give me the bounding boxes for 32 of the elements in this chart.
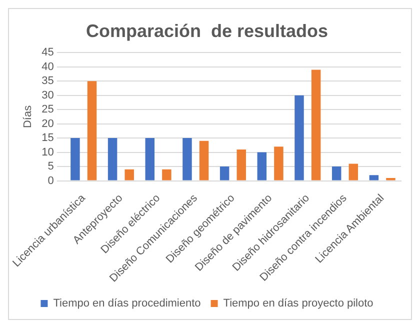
y-tick-label: 45: [42, 46, 54, 59]
bar: [162, 169, 172, 180]
chart-title: Comparación de resultados: [86, 20, 328, 41]
bar: [108, 138, 118, 180]
bar: [182, 138, 192, 180]
bar: [70, 138, 80, 180]
y-tick-label: 35: [42, 75, 54, 88]
y-tick-label: 5: [48, 160, 54, 173]
y-tick-label: 15: [42, 132, 54, 144]
y-tick-label: 40: [42, 60, 54, 73]
bar: [369, 175, 379, 180]
y-tick-label: 20: [42, 118, 54, 130]
bar: [199, 140, 209, 180]
bar: [236, 149, 246, 180]
bar: [220, 166, 230, 180]
bar: [294, 95, 304, 180]
bar: [348, 164, 358, 180]
y-axis-title: Días: [22, 104, 34, 128]
y-tick-label: 30: [42, 89, 54, 102]
legend-label: Tiempo en días procedimiento: [53, 298, 201, 310]
bar: [87, 81, 97, 180]
bar: [145, 138, 155, 180]
legend-label: Tiempo en días proyecto piloto: [223, 298, 374, 310]
y-tick-label: 10: [42, 146, 54, 158]
bar: [311, 70, 321, 180]
bar: [274, 146, 284, 180]
y-tick-label: 25: [42, 104, 54, 116]
bar: [124, 169, 134, 180]
y-tick-label: 0: [48, 174, 54, 187]
bar: [386, 178, 396, 180]
bar: [257, 152, 267, 180]
bar: [332, 166, 342, 180]
